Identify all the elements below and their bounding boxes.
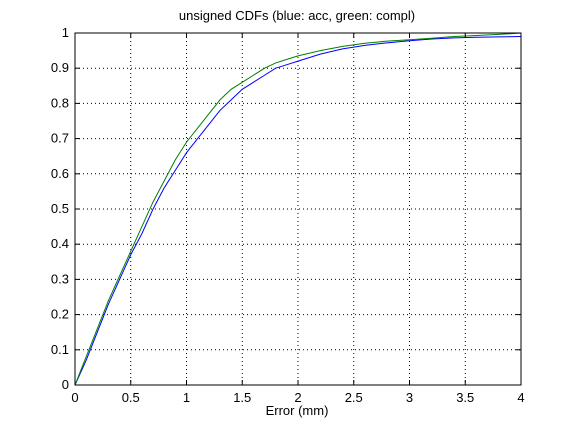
y-tick-label: 0.3 (51, 271, 69, 286)
y-tick-label: 1 (62, 25, 69, 40)
y-tick-label: 0.1 (51, 342, 69, 357)
y-tick-label: 0.5 (51, 201, 69, 216)
series-line-0 (74, 36, 522, 386)
x-tick-label: 4 (517, 390, 524, 405)
x-tick-label: 2 (294, 390, 301, 405)
y-tick-label: 0.8 (51, 95, 69, 110)
chart-title: unsigned CDFs (blue: acc, green: compl) (179, 8, 415, 23)
y-tick-label: 0 (62, 377, 69, 392)
x-tick-label: 3.5 (456, 390, 474, 405)
x-tick-label: 1.5 (233, 390, 251, 405)
x-tick-label: 2.5 (345, 390, 363, 405)
x-tick-label: 3 (406, 390, 413, 405)
plot-area: 0 0.5 1 1.5 2 2.5 3 3.5 4 0 0.1 0.2 0.3 0.4 0.5 0.6 0.7 0… (51, 25, 525, 405)
x-tick-label: 1 (183, 390, 190, 405)
y-tick-label: 0.4 (51, 236, 69, 251)
series-line-1 (74, 32, 522, 386)
x-tick-label: 0 (71, 390, 78, 405)
y-tick-label: 0.7 (51, 131, 69, 146)
x-tick-label: 0.5 (122, 390, 140, 405)
y-tick-label: 0.9 (51, 60, 69, 75)
y-tick-label: 0.6 (51, 166, 69, 181)
y-tick-label: 0.2 (51, 307, 69, 322)
x-axis-label: Error (mm) (266, 403, 329, 418)
